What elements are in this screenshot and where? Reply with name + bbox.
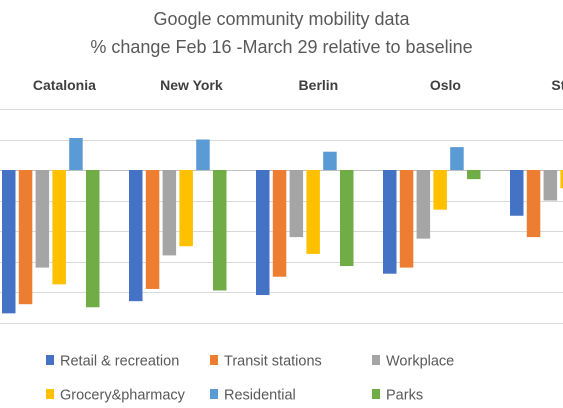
legend: Retail & recreation Transit stations Workp… xyxy=(46,354,454,404)
legend-swatch xyxy=(372,389,380,399)
legend-entry: Residential xyxy=(224,388,296,404)
legend-entry: Transit stations xyxy=(224,354,322,370)
legend-swatch xyxy=(210,355,218,365)
bar xyxy=(399,170,414,268)
bar xyxy=(560,170,563,189)
legend-entry: Parks xyxy=(386,388,423,404)
category-labels: Catalonia New York Berlin Oslo Stockl xyxy=(33,77,563,93)
bar xyxy=(383,170,397,274)
bar xyxy=(450,147,464,170)
category-label: Stockl xyxy=(551,77,563,93)
bar xyxy=(213,170,227,291)
bar xyxy=(18,170,33,305)
bar xyxy=(306,170,320,254)
legend-swatch xyxy=(210,389,218,399)
bar xyxy=(433,170,447,210)
bar xyxy=(52,170,66,285)
category-label: Berlin xyxy=(299,77,339,93)
bar xyxy=(179,170,193,247)
bar xyxy=(289,170,304,238)
chart-title: Google community mobility data xyxy=(153,9,410,29)
category-label: New York xyxy=(160,77,223,93)
bar xyxy=(129,170,143,302)
legend-entry: Grocery&pharmacy xyxy=(60,388,186,404)
bar xyxy=(510,170,524,216)
category-label: Catalonia xyxy=(33,77,96,93)
bar xyxy=(35,170,50,268)
bar xyxy=(543,170,558,201)
legend-swatch xyxy=(46,355,54,365)
bar xyxy=(526,170,541,238)
bar xyxy=(145,170,160,289)
bar xyxy=(2,170,16,314)
category-label: Oslo xyxy=(430,77,461,93)
bar xyxy=(323,151,337,170)
bar xyxy=(162,170,177,256)
legend-entry: Retail & recreation xyxy=(60,354,179,370)
bar xyxy=(69,137,83,170)
bar xyxy=(86,170,100,308)
bar xyxy=(416,170,431,239)
bar xyxy=(256,170,270,296)
bar xyxy=(340,170,354,267)
chart-subtitle: % change Feb 16 -March 29 relative to ba… xyxy=(90,37,473,57)
bar xyxy=(196,139,210,170)
legend-swatch xyxy=(372,355,380,365)
legend-entry: Workplace xyxy=(386,354,454,370)
legend-swatch xyxy=(46,389,54,399)
bar xyxy=(467,170,481,180)
bar xyxy=(272,170,287,277)
bars xyxy=(2,137,563,314)
